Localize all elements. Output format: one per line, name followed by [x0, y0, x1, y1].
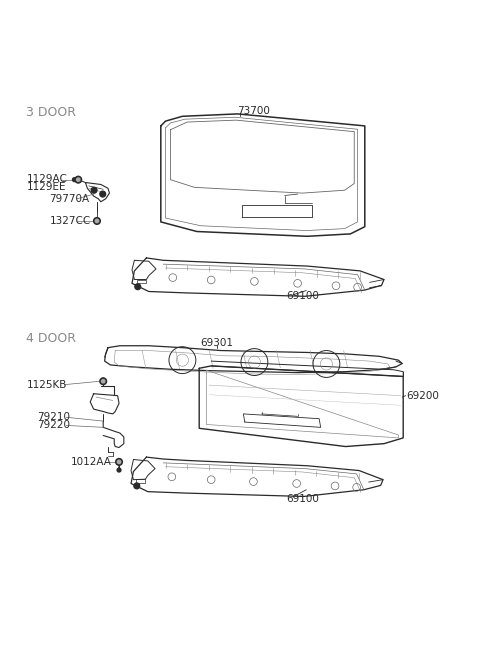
Circle shape [100, 378, 107, 384]
Text: 3 DOOR: 3 DOOR [26, 105, 76, 119]
Text: 79770A: 79770A [49, 194, 90, 204]
Circle shape [75, 176, 82, 183]
Text: 1327CC: 1327CC [49, 216, 91, 226]
Circle shape [134, 483, 140, 489]
Circle shape [116, 458, 122, 465]
Circle shape [94, 217, 100, 224]
Text: 79210: 79210 [37, 412, 71, 422]
Circle shape [91, 187, 97, 193]
Text: 4 DOOR: 4 DOOR [26, 332, 76, 345]
Circle shape [95, 219, 99, 223]
Text: 1125KB: 1125KB [26, 380, 67, 390]
Circle shape [72, 178, 76, 181]
Text: 79220: 79220 [37, 421, 71, 430]
Text: 69100: 69100 [287, 291, 319, 301]
Circle shape [135, 284, 141, 290]
Text: 1129AC: 1129AC [26, 174, 67, 183]
Text: 69200: 69200 [407, 390, 439, 401]
Text: 1129EE: 1129EE [26, 182, 66, 192]
Text: 73700: 73700 [238, 107, 270, 117]
Circle shape [100, 191, 106, 197]
Text: 1012AA: 1012AA [71, 457, 112, 467]
Circle shape [117, 468, 121, 472]
Text: 69100: 69100 [287, 494, 319, 504]
Circle shape [117, 460, 121, 464]
Circle shape [77, 178, 80, 181]
Circle shape [101, 380, 105, 383]
Text: 69301: 69301 [201, 339, 234, 348]
